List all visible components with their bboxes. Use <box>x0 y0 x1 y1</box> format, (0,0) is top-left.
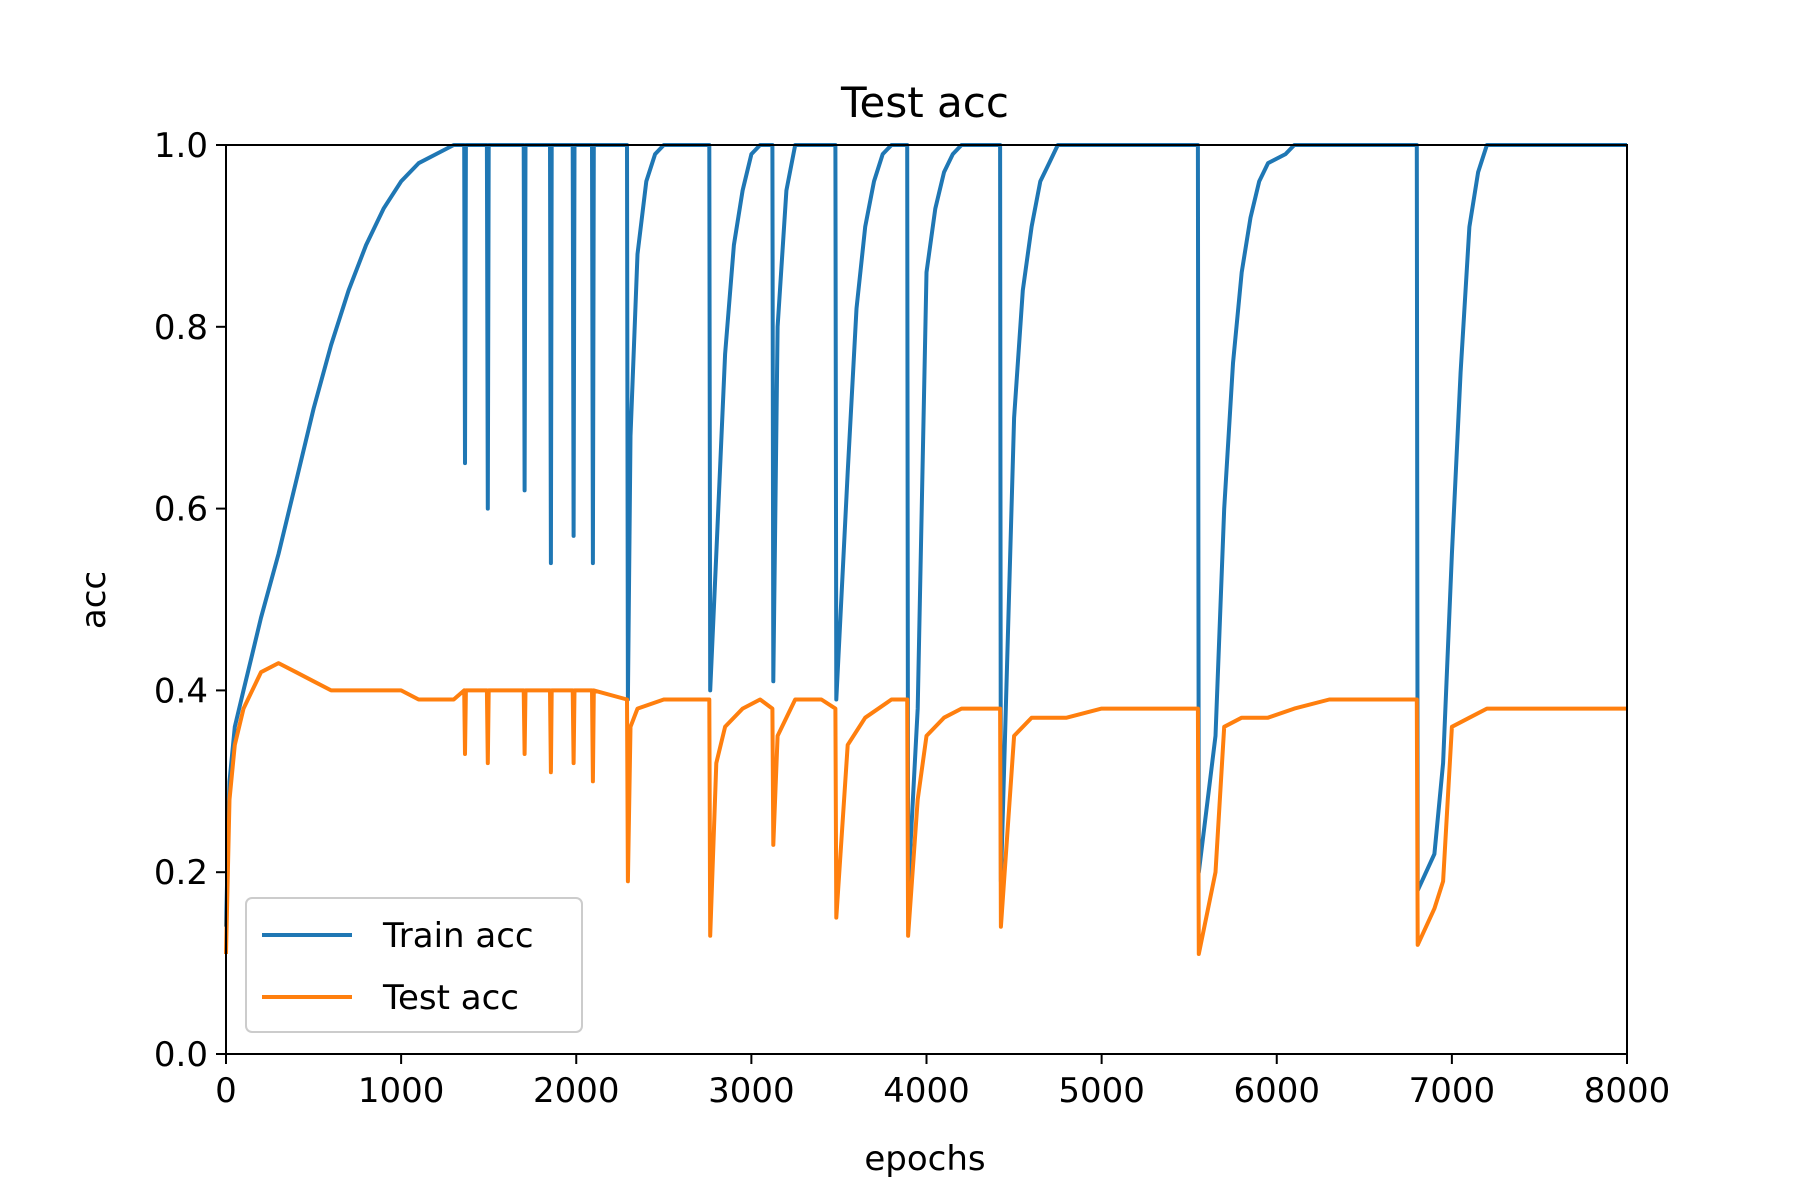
x-axis-label: epochs <box>864 1139 985 1179</box>
y-tick-label: 0.6 <box>154 490 208 530</box>
legend-label-train-acc: Train acc <box>382 916 534 956</box>
x-tick-label: 7000 <box>1409 1071 1496 1111</box>
x-tick-label: 4000 <box>883 1071 970 1111</box>
y-tick-label: 0.2 <box>154 853 208 893</box>
y-tick-label: 0.4 <box>154 671 208 711</box>
y-tick-label: 0.8 <box>154 308 208 348</box>
x-tick-label: 8000 <box>1584 1071 1671 1111</box>
y-axis-label: acc <box>74 571 114 629</box>
y-tick-label: 1.0 <box>154 126 208 166</box>
y-tick-label: 0.0 <box>154 1035 208 1075</box>
x-tick-label: 6000 <box>1233 1071 1320 1111</box>
y-axis: 0.0 0.2 0.4 0.6 0.8 1.0 <box>154 126 226 1075</box>
x-axis: 0 1000 2000 3000 4000 5000 6000 7000 8000 <box>215 1054 1670 1111</box>
x-tick-label: 2000 <box>533 1071 620 1111</box>
legend-label-test-acc: Test acc <box>382 978 519 1018</box>
x-tick-label: 0 <box>215 1071 237 1111</box>
x-tick-label: 1000 <box>358 1071 445 1111</box>
x-tick-label: 3000 <box>708 1071 795 1111</box>
series-layer <box>224 143 1627 956</box>
series-line-test-acc <box>224 661 1627 956</box>
legend: Train acc Test acc <box>245 897 583 1033</box>
x-tick-label: 5000 <box>1058 1071 1145 1111</box>
chart-title: Test acc <box>840 78 1009 127</box>
